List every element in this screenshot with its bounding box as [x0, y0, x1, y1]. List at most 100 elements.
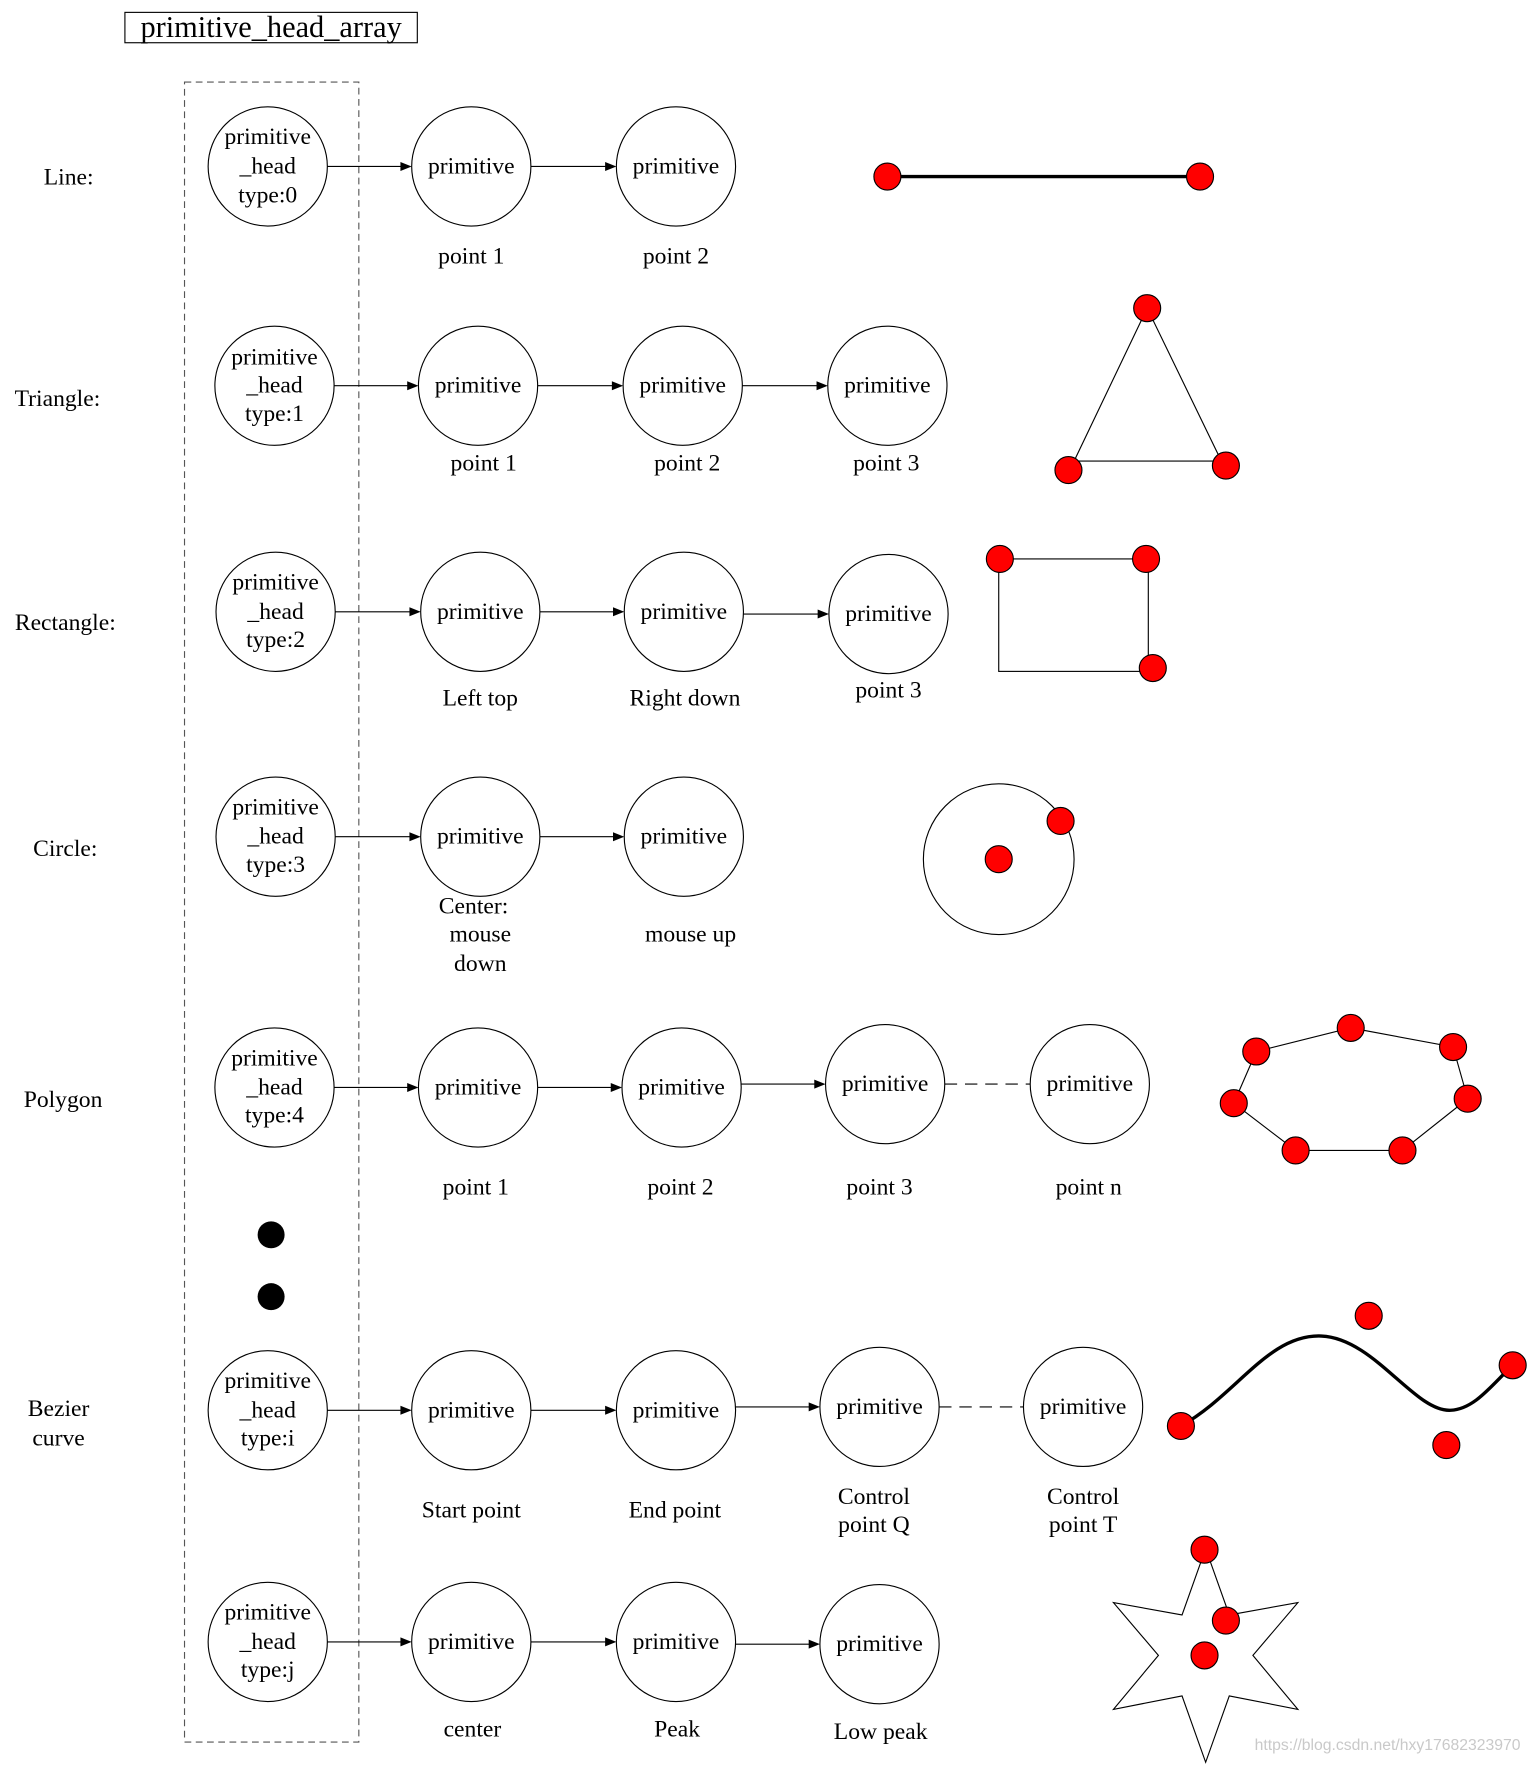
- arrow-head: [610, 1082, 622, 1092]
- arrow-head: [407, 1082, 419, 1092]
- arrow-head: [605, 1405, 617, 1415]
- row-rectangle: Rectangle: primitive _head type:2 primit…: [15, 544, 1167, 711]
- point-marker: [1190, 1535, 1219, 1564]
- arrow-head: [400, 161, 412, 171]
- row-label: Triangle:: [15, 386, 101, 412]
- row-label: Bezier: [28, 1396, 90, 1422]
- node-caption: point 3: [853, 450, 919, 476]
- head-text-line: _head: [239, 1629, 297, 1655]
- point-marker: [1354, 1301, 1383, 1330]
- point-marker: [1211, 1606, 1240, 1635]
- head-text-line: type:1: [245, 401, 304, 427]
- head-text-line: _head: [239, 153, 297, 179]
- primitive-node-label: primitive: [836, 1631, 923, 1657]
- arrow-head: [409, 832, 421, 842]
- primitive-node-label: primitive: [633, 153, 720, 179]
- head-text-line: primitive: [232, 794, 319, 820]
- head-text-line: _head: [246, 824, 304, 850]
- triangle-outline: [1073, 306, 1223, 462]
- point-marker: [1219, 1089, 1248, 1118]
- primitive-node: [827, 325, 948, 446]
- row-line: Line: primitive _head type:0 primitive p…: [44, 106, 1215, 269]
- arrow-head: [605, 1637, 617, 1647]
- primitive-node-label: primitive: [428, 153, 515, 179]
- head-text-line: primitive: [224, 124, 311, 150]
- arrow-head: [611, 381, 624, 391]
- node-caption: point 2: [654, 450, 720, 476]
- head-text-line: _head: [245, 373, 303, 399]
- circle-shape: [922, 783, 1075, 936]
- head-text-line: primitive: [232, 570, 319, 596]
- node-caption: End point: [629, 1497, 722, 1523]
- circle-outline: [922, 783, 1075, 936]
- watermark: https://blog.csdn.net/hxy17682323970: [1255, 1737, 1521, 1754]
- polygon-shape: [1219, 1013, 1482, 1165]
- node-caption: Center:: [439, 893, 509, 919]
- head-text-line: primitive: [231, 345, 318, 371]
- node-caption: point 3: [846, 1175, 912, 1201]
- primitive-node-label: primitive: [639, 373, 726, 399]
- primitive-node-label: primitive: [842, 1071, 929, 1097]
- node-caption: Low peak: [834, 1719, 928, 1745]
- primitive-node-label: primitive: [1047, 1071, 1134, 1097]
- node-caption: point 3: [855, 678, 921, 704]
- head-array-frame: [183, 81, 360, 1743]
- head-text-line: primitive: [224, 1368, 311, 1394]
- rectangle-outline: [998, 558, 1149, 672]
- node-caption: Start point: [422, 1497, 521, 1523]
- bezier-curve-path: [1180, 1334, 1514, 1428]
- node-caption: Peak: [654, 1717, 700, 1743]
- row-polygon: Polygon primitive _head type:4 primitive…: [24, 1013, 1482, 1201]
- primitive-node: [623, 551, 745, 672]
- star-outline: [1111, 1546, 1300, 1764]
- node-caption: Control: [1047, 1484, 1120, 1510]
- primitive-node-label: primitive: [845, 601, 932, 627]
- row-label: Line:: [44, 165, 94, 191]
- point-marker: [1054, 456, 1083, 485]
- primitive-node: [615, 1581, 737, 1703]
- point-marker: [984, 845, 1013, 874]
- row-star: primitive _head type:j primitive primiti…: [207, 1535, 1300, 1764]
- point-marker: [1138, 653, 1167, 683]
- row-label: Polygon: [24, 1087, 103, 1113]
- point-marker: [1211, 451, 1240, 480]
- arrow-head: [808, 1402, 820, 1412]
- primitive-node-label: primitive: [633, 1397, 720, 1423]
- primitive-node-label: primitive: [641, 599, 728, 625]
- node-caption: point 2: [647, 1175, 713, 1201]
- node-caption: center: [444, 1717, 502, 1743]
- primitive-node-label: primitive: [638, 1074, 725, 1100]
- node-caption: point n: [1056, 1175, 1122, 1201]
- primitive-node: [623, 776, 745, 897]
- row-label: Circle:: [33, 836, 97, 862]
- point-marker: [1133, 294, 1162, 323]
- head-text-line: primitive: [224, 1600, 311, 1626]
- row-label: Rectangle:: [15, 610, 116, 636]
- point-marker: [1131, 544, 1161, 573]
- primitive-node-label: primitive: [1040, 1394, 1127, 1420]
- point-marker: [1166, 1411, 1195, 1441]
- head-text-line: _head: [245, 1074, 303, 1100]
- node-caption: Left top: [443, 685, 518, 711]
- primitive-node: [615, 106, 737, 227]
- point-marker: [1185, 162, 1215, 191]
- arrow-head: [817, 609, 829, 619]
- point-marker: [1453, 1084, 1482, 1113]
- primitive-node-label: primitive: [836, 1394, 923, 1420]
- point-marker: [1388, 1136, 1417, 1165]
- primitive-node-label: primitive: [428, 1397, 515, 1423]
- head-text-line: type:0: [238, 183, 297, 209]
- node-caption: point 1: [438, 243, 504, 269]
- arrow-head: [612, 832, 625, 842]
- arrow-head: [409, 607, 421, 617]
- primitive-node-label: primitive: [435, 1074, 522, 1100]
- primitive-node: [828, 553, 949, 675]
- head-text-line: type:3: [246, 852, 305, 878]
- head-text-line: primitive: [231, 1045, 318, 1071]
- node-caption: point Q: [838, 1512, 910, 1538]
- primitive-node: [621, 1027, 742, 1148]
- point-marker: [873, 162, 902, 191]
- head-text-line: type:i: [241, 1425, 295, 1451]
- node-caption: Control: [838, 1484, 911, 1510]
- triangle-shape: [1054, 294, 1240, 485]
